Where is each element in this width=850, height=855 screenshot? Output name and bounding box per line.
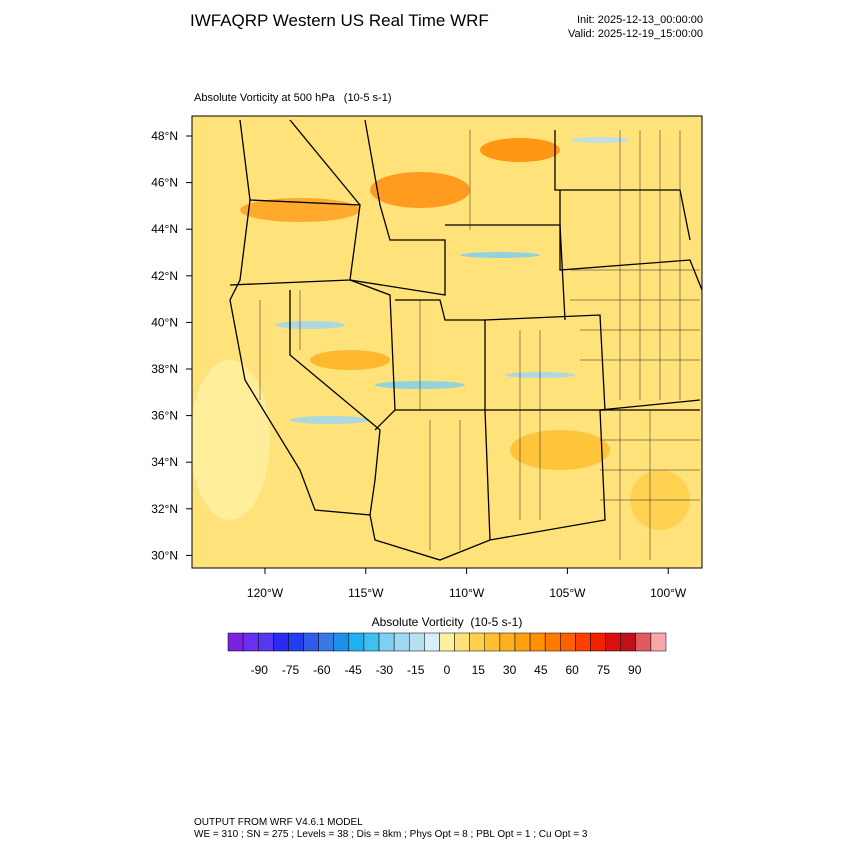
colorbar-box	[424, 632, 440, 652]
colorbar-label: -60	[313, 663, 331, 677]
lat-label: 46°N	[151, 176, 178, 190]
colorbar-box	[620, 632, 637, 652]
colorbar-box	[529, 632, 546, 652]
vorticity-pattern	[192, 137, 690, 530]
valid-time: Valid: 2025-12-19_15:00:00	[568, 28, 703, 40]
colorbar-box	[363, 632, 380, 652]
colorbar-label: 60	[565, 663, 579, 677]
colorbar-box	[227, 632, 244, 652]
colorbar-box	[439, 632, 455, 652]
state-borders	[229, 119, 702, 561]
colorbar-label: -30	[376, 663, 394, 677]
colorbar-box	[288, 632, 304, 652]
lon-label: 110°W	[449, 586, 485, 600]
colorbar-box	[514, 632, 531, 652]
colorbar-label: -90	[251, 663, 269, 677]
lon-label: 115°W	[348, 586, 384, 600]
lat-label: 38°N	[151, 362, 178, 376]
colorbar-label: -15	[407, 663, 425, 677]
title: IWFAQRP Western US Real Time WRF	[190, 11, 489, 30]
colorbar-box	[393, 632, 410, 652]
colorbar-title: Absolute Vorticity (10-5 s-1)	[372, 615, 523, 629]
colorbar-box	[378, 632, 395, 652]
map	[192, 116, 702, 568]
colorbar-box	[544, 632, 561, 652]
colorbar-box	[348, 632, 365, 652]
colorbar: -90 -75 -60 -45 -30 -15 0 15 30 45 60 75 90	[227, 632, 667, 677]
colorbar-label: -75	[282, 663, 300, 677]
county-borders	[259, 130, 700, 560]
colorbar-box	[499, 632, 516, 652]
colorbar-box	[469, 632, 486, 652]
colorbar-label: 15	[472, 663, 486, 677]
lat-label: 30°N	[151, 548, 178, 562]
colorbar-label: -45	[344, 663, 362, 677]
colorbar-box	[575, 632, 591, 652]
colorbar-box	[318, 632, 334, 652]
lat-label: 32°N	[151, 502, 178, 516]
footer-line: OUTPUT FROM WRF V4.6.1 MODEL	[194, 817, 363, 828]
colorbar-label: 0	[444, 663, 451, 677]
lat-label: 48°N	[151, 129, 178, 143]
colorbar-box	[560, 632, 576, 652]
map-subtitle: Absolute Vorticity at 500 hPa (10-5 s-1)	[194, 92, 392, 104]
footer-line: WE = 310 ; SN = 275 ; Levels = 38 ; Dis …	[194, 829, 588, 840]
lat-label: 36°N	[151, 409, 178, 423]
map-frame	[191, 115, 703, 569]
colorbar-box	[650, 632, 667, 652]
lon-label: 120°W	[247, 586, 284, 600]
colorbar-label: 45	[534, 663, 548, 677]
colorbar-box	[333, 632, 350, 652]
colorbar-label: 30	[503, 663, 517, 677]
init-time: Init: 2025-12-13_00:00:00	[577, 14, 703, 26]
lon-labels: 120°W 115°W 110°W 105°W 100°W	[247, 568, 687, 600]
colorbar-label: 90	[628, 663, 642, 677]
colorbar-box	[303, 632, 319, 652]
lat-label: 42°N	[151, 269, 178, 283]
colorbar-box	[484, 632, 501, 652]
lat-label: 44°N	[151, 222, 178, 236]
colorbar-box	[273, 632, 289, 652]
lon-label: 105°W	[549, 586, 586, 600]
lon-label: 100°W	[650, 586, 687, 600]
colorbar-box	[257, 632, 274, 652]
lat-label: 40°N	[151, 315, 178, 329]
lat-label: 34°N	[151, 455, 178, 469]
colorbar-box	[605, 632, 621, 652]
colorbar-box	[408, 632, 425, 652]
colorbar-box	[454, 632, 470, 652]
colorbar-box	[635, 632, 652, 652]
colorbar-label: 75	[597, 663, 611, 677]
colorbar-box	[590, 632, 606, 652]
colorbar-box	[242, 632, 259, 652]
lat-labels: 48°N 46°N 44°N 42°N 40°N 38°N 36°N 34°N 32°N 30°N	[151, 129, 192, 562]
